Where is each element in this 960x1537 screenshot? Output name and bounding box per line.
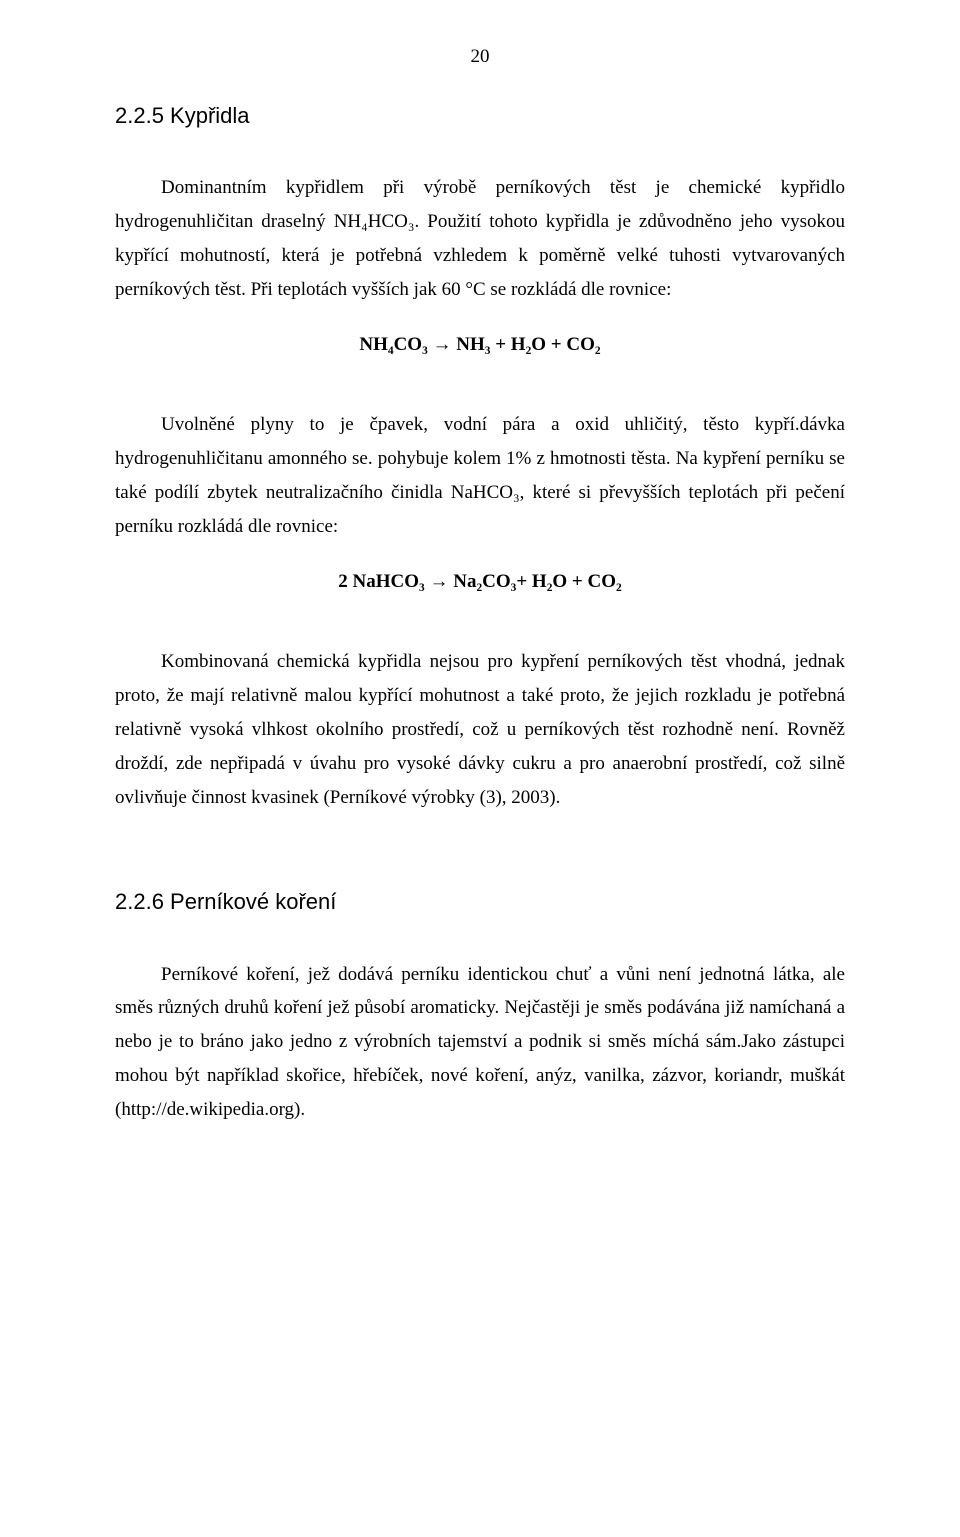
page-number: 20 — [0, 40, 960, 74]
heading-section-2: 2.2.6 Perníkové koření — [115, 882, 845, 921]
section-pernikove-koreni: 2.2.6 Perníkové koření Perníkové koření,… — [115, 882, 845, 1126]
section-kypridla: 2.2.5 Kypřidla Dominantním kypřidlem při… — [115, 96, 845, 814]
paragraph: Perníkové koření, jež dodává perníku ide… — [115, 958, 845, 1127]
chemical-equation: NH₄CO₃ → NH₃ + H₂O + CO₂ — [115, 328, 845, 362]
chemical-equation: 2 NaHCO₃ → Na₂CO₃+ H₂O + CO₂ — [115, 565, 845, 599]
heading-section-1: 2.2.5 Kypřidla — [115, 96, 845, 135]
paragraph: Dominantním kypřidlem při výrobě perníko… — [115, 171, 845, 306]
document-page: 20 2.2.5 Kypřidla Dominantním kypřidlem … — [0, 0, 960, 1537]
paragraph: Uvolněné plyny to je čpavek, vodní pára … — [115, 408, 845, 543]
paragraph: Kombinovaná chemická kypřidla nejsou pro… — [115, 645, 845, 814]
